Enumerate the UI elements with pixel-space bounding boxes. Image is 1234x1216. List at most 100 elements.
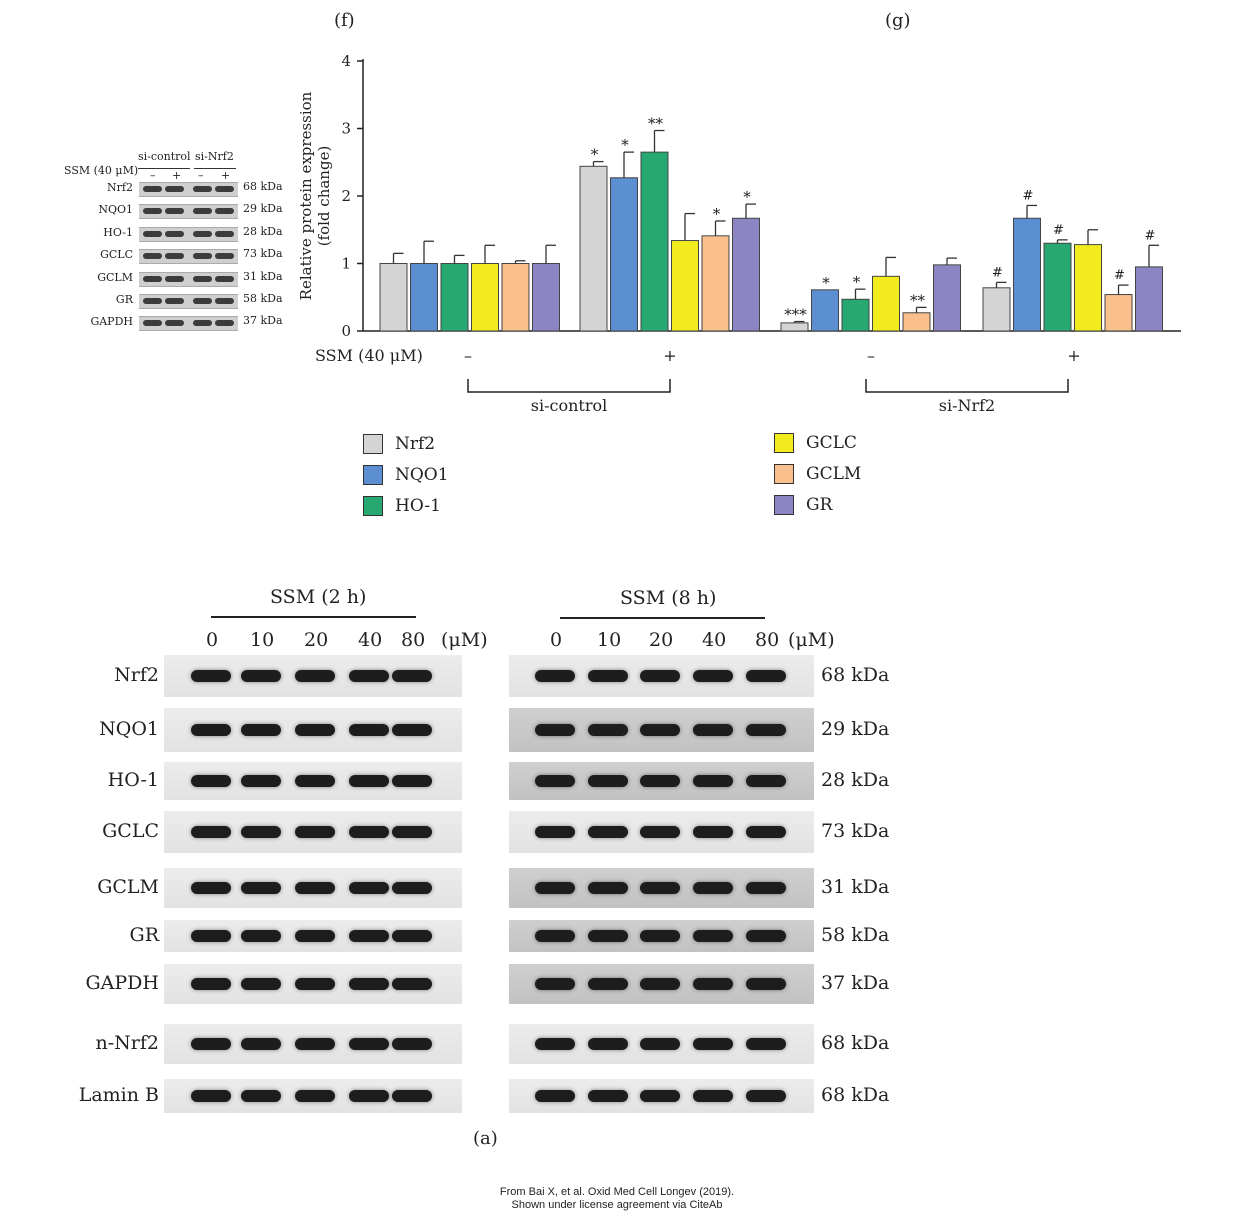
concentration-label-right: 10 xyxy=(597,629,622,651)
blot-band xyxy=(535,1090,575,1102)
blot-band xyxy=(191,1090,231,1102)
blot-band xyxy=(693,978,733,990)
group-bracket xyxy=(467,379,671,393)
bar-gclc xyxy=(872,275,900,332)
small-blot-row-label: HO-1 xyxy=(103,225,133,239)
blot-band xyxy=(241,930,281,942)
y-tick-label: 1 xyxy=(341,255,351,273)
bar-nqo1 xyxy=(610,177,638,332)
blot-kda-label: 73 kDa xyxy=(821,820,890,842)
bar-gclm xyxy=(701,235,730,332)
legend-item: GR xyxy=(774,495,832,515)
blot-band xyxy=(241,1090,281,1102)
bar-gclc xyxy=(471,263,499,332)
blot-row-label: GR xyxy=(129,924,159,946)
bar-gclm xyxy=(902,312,931,332)
blot-band xyxy=(640,670,680,682)
small-blot-strip xyxy=(139,182,238,197)
blot-band xyxy=(588,670,628,682)
significance-mark: * xyxy=(713,205,721,223)
blot-band xyxy=(535,826,575,838)
blot-band xyxy=(241,724,281,736)
small-blot-kda: 68 kDa xyxy=(243,180,283,193)
blot-band xyxy=(535,775,575,787)
panel-label-f: (f) xyxy=(334,10,355,31)
blot-band xyxy=(693,930,733,942)
blot-band xyxy=(143,298,162,304)
blot-band xyxy=(588,826,628,838)
bar-gclc xyxy=(671,240,699,332)
blot-band xyxy=(191,978,231,990)
blot-band xyxy=(640,1090,680,1102)
blot-band xyxy=(143,275,162,282)
blot-band xyxy=(295,826,335,838)
significance-mark: * xyxy=(621,136,629,154)
blot-band xyxy=(535,930,575,942)
y-axis-label-line: (fold change) xyxy=(315,146,333,247)
blot-band xyxy=(349,826,389,838)
blot-band xyxy=(191,775,231,787)
small-blot-row-label: GCLM xyxy=(97,270,133,284)
blot-row-label: NQO1 xyxy=(99,718,159,740)
y-tick-label: 2 xyxy=(341,187,351,205)
legend-item: HO-1 xyxy=(363,496,441,516)
blot-group-label-si-control: si-control xyxy=(138,150,191,163)
blot-band xyxy=(241,775,281,787)
legend-swatch xyxy=(363,465,383,485)
concentration-label-right: 20 xyxy=(649,629,674,651)
blot-band xyxy=(588,775,628,787)
small-blot-strip xyxy=(139,271,238,287)
blot-band xyxy=(746,882,786,894)
legend-label: GR xyxy=(806,495,833,515)
blot-band xyxy=(241,1038,281,1050)
bar-nqo1 xyxy=(410,263,438,332)
small-blot-row-label: GR xyxy=(115,293,133,306)
blot-kda-label: 68 kDa xyxy=(821,1032,890,1054)
significance-mark: * xyxy=(743,188,751,206)
significance-mark: * xyxy=(591,146,599,164)
legend-swatch xyxy=(774,464,794,484)
significance-mark: # xyxy=(1023,188,1034,203)
concentration-label-right: 80 xyxy=(755,629,780,651)
blot-band xyxy=(193,298,212,304)
blot-band xyxy=(349,930,389,942)
blot-row-label: GAPDH xyxy=(85,972,160,994)
blot-band xyxy=(640,775,680,787)
bar-gclc xyxy=(1074,244,1102,332)
blot-band xyxy=(193,253,212,260)
bar-ho-1 xyxy=(640,151,669,332)
blot-band xyxy=(193,230,212,237)
bar-gr xyxy=(532,263,560,332)
blot-band xyxy=(295,1090,335,1102)
blot-band xyxy=(588,882,628,894)
small-blot-row-label: GAPDH xyxy=(90,315,133,329)
concentration-label-left: 80 xyxy=(401,629,426,651)
blot-row-label: Lamin B xyxy=(78,1084,159,1106)
blot-band xyxy=(693,1038,733,1050)
lane-sign: – xyxy=(150,169,156,182)
blot-row-label: GCLM xyxy=(97,876,159,898)
small-blot-kda: 73 kDa xyxy=(243,247,283,261)
group-bracket-label: si-control xyxy=(531,396,607,415)
blot-band xyxy=(215,230,234,237)
small-blot-row-label: GCLC xyxy=(100,248,133,262)
blot-band xyxy=(693,882,733,894)
blot-row-label: n-Nrf2 xyxy=(95,1032,160,1054)
blot-band xyxy=(746,1038,786,1050)
blot-band xyxy=(349,724,389,736)
bar-ho-1 xyxy=(1043,242,1072,332)
blot-band xyxy=(295,882,335,894)
blot-band xyxy=(640,882,680,894)
blot-band xyxy=(193,208,212,215)
bar-gclm xyxy=(501,263,530,332)
significance-mark: ** xyxy=(910,291,926,309)
significance-mark: # xyxy=(1145,228,1156,243)
blot-band xyxy=(165,186,184,192)
bar-gr xyxy=(933,264,961,332)
y-axis-label-line: Relative protein expression xyxy=(297,91,315,300)
blot-band xyxy=(392,1090,432,1102)
blot-row-label: GCLC xyxy=(102,820,159,842)
blot-row-label: Nrf2 xyxy=(114,664,159,686)
significance-mark: # xyxy=(1114,268,1125,283)
concentration-label-right: 0 xyxy=(550,629,563,651)
